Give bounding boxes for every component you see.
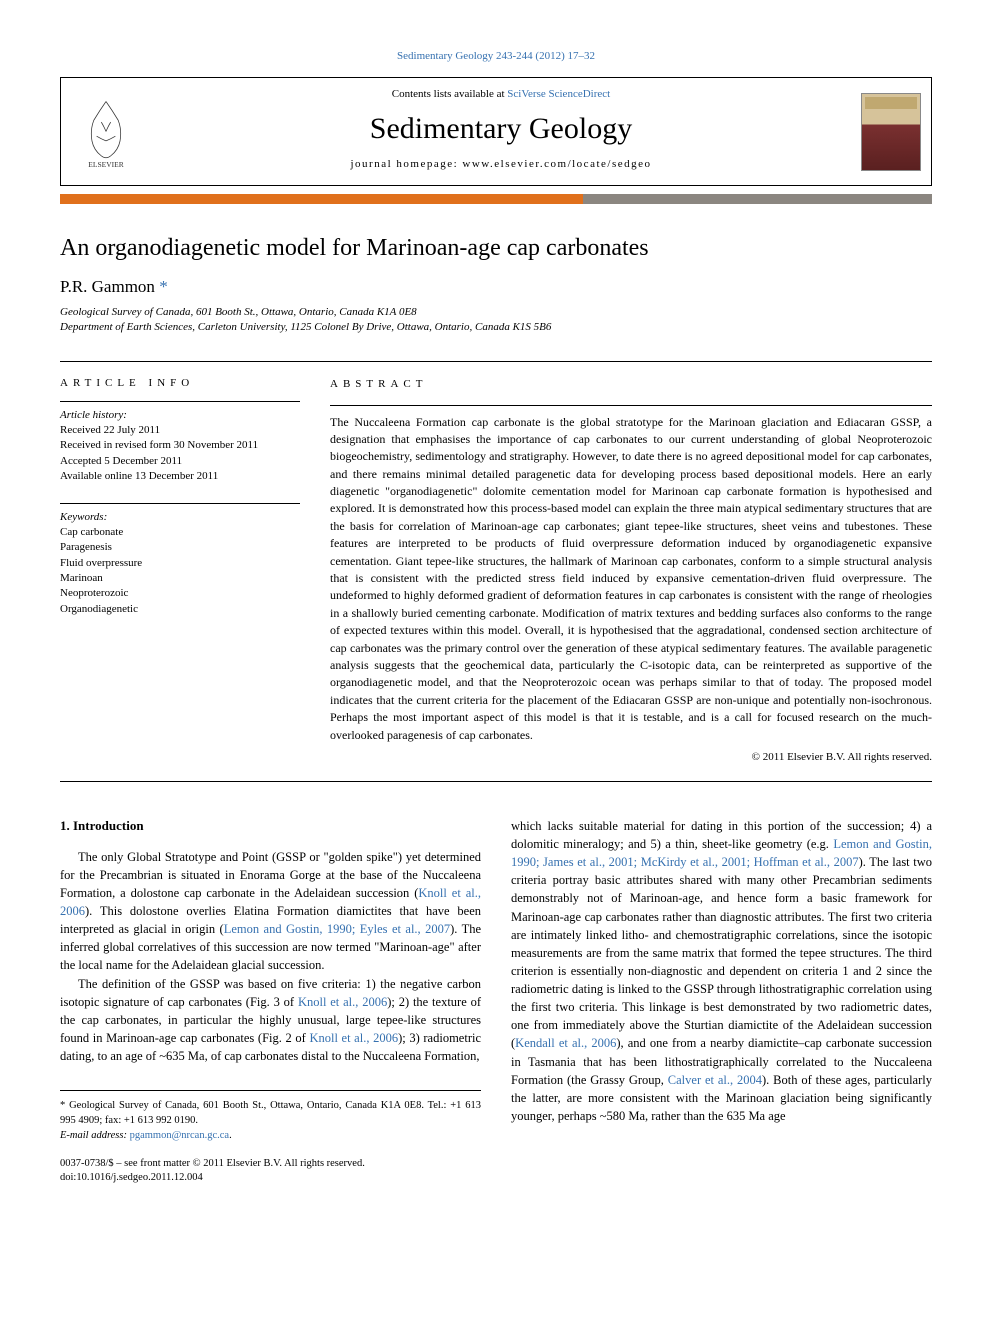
keyword-1: Cap carbonate — [60, 525, 300, 540]
front-matter-line: 0037-0738/$ – see front matter © 2011 El… — [60, 1157, 481, 1171]
ref-lemon-eyles[interactable]: Lemon and Gostin, 1990; Eyles et al., 20… — [224, 922, 450, 936]
body-column-left: 1. Introduction The only Global Stratoty… — [60, 817, 481, 1185]
author-line: P.R. Gammon * — [60, 277, 932, 297]
top-citation: Sedimentary Geology 243-244 (2012) 17–32 — [60, 50, 932, 62]
email-link[interactable]: pgammon@nrcan.gc.ca — [130, 1130, 229, 1141]
copyright-line: © 2011 Elsevier B.V. All rights reserved… — [330, 750, 932, 766]
history-online: Available online 13 December 2011 — [60, 469, 300, 484]
article-history: Article history: Received 22 July 2011 R… — [60, 401, 300, 485]
doi-line: doi:10.1016/j.sedgeo.2011.12.004 — [60, 1171, 481, 1185]
elsevier-logo: ELSEVIER — [61, 78, 151, 185]
ref-knoll-2006-c[interactable]: Knoll et al., 2006 — [309, 1031, 398, 1045]
keywords-block: Keywords: Cap carbonate Paragenesis Flui… — [60, 503, 300, 618]
abstract-label: ABSTRACT — [330, 377, 932, 393]
journal-name: Sedimentary Geology — [161, 112, 841, 146]
sciencedirect-link[interactable]: SciVerse ScienceDirect — [507, 88, 610, 100]
top-citation-link[interactable]: Sedimentary Geology 243-244 (2012) 17–32 — [397, 50, 595, 62]
contents-available: Contents lists available at SciVerse Sci… — [161, 88, 841, 100]
keyword-4: Marinoan — [60, 571, 300, 586]
ref-knoll-2006-b[interactable]: Knoll et al., 2006 — [298, 995, 387, 1009]
svg-text:ELSEVIER: ELSEVIER — [88, 160, 123, 169]
corresponding-star[interactable]: * — [159, 277, 168, 296]
decorative-bar — [60, 194, 932, 204]
journal-header: ELSEVIER Contents lists available at Sci… — [60, 77, 932, 186]
affiliations: Geological Survey of Canada, 601 Booth S… — [60, 305, 932, 336]
body-column-right: which lacks suitable material for dating… — [511, 817, 932, 1185]
keyword-5: Neoproterozoic — [60, 586, 300, 601]
corresponding-footnote: * Geological Survey of Canada, 601 Booth… — [60, 1090, 481, 1143]
keyword-2: Paragenesis — [60, 540, 300, 555]
author-name: P.R. Gammon — [60, 277, 155, 296]
keyword-6: Organodiagenetic — [60, 602, 300, 617]
bottom-meta: 0037-0738/$ – see front matter © 2011 El… — [60, 1157, 481, 1184]
history-received: Received 22 July 2011 — [60, 423, 300, 438]
journal-homepage: journal homepage: www.elsevier.com/locat… — [161, 158, 841, 170]
article-info-label: ARTICLE INFO — [60, 377, 300, 389]
section-heading-1: 1. Introduction — [60, 817, 481, 836]
article-title: An organodiagenetic model for Marinoan-a… — [60, 234, 649, 263]
history-accepted: Accepted 5 December 2011 — [60, 454, 300, 469]
keywords-label: Keywords: — [60, 510, 300, 525]
intro-continued: which lacks suitable material for dating… — [511, 817, 932, 1125]
abstract-text: The Nuccaleena Formation cap carbonate i… — [330, 414, 932, 744]
affiliation-1: Geological Survey of Canada, 601 Booth S… — [60, 305, 932, 320]
keyword-3: Fluid overpressure — [60, 556, 300, 571]
ref-calver-2004[interactable]: Calver et al., 2004 — [668, 1073, 762, 1087]
intro-para-1: The only Global Stratotype and Point (GS… — [60, 848, 481, 975]
history-revised: Received in revised form 30 November 201… — [60, 438, 300, 453]
journal-cover-thumb — [851, 78, 931, 185]
ref-kendall-2006[interactable]: Kendall et al., 2006 — [515, 1036, 616, 1050]
affiliation-2: Department of Earth Sciences, Carleton U… — [60, 320, 932, 335]
history-label: Article history: — [60, 408, 300, 423]
intro-para-2: The definition of the GSSP was based on … — [60, 975, 481, 1066]
